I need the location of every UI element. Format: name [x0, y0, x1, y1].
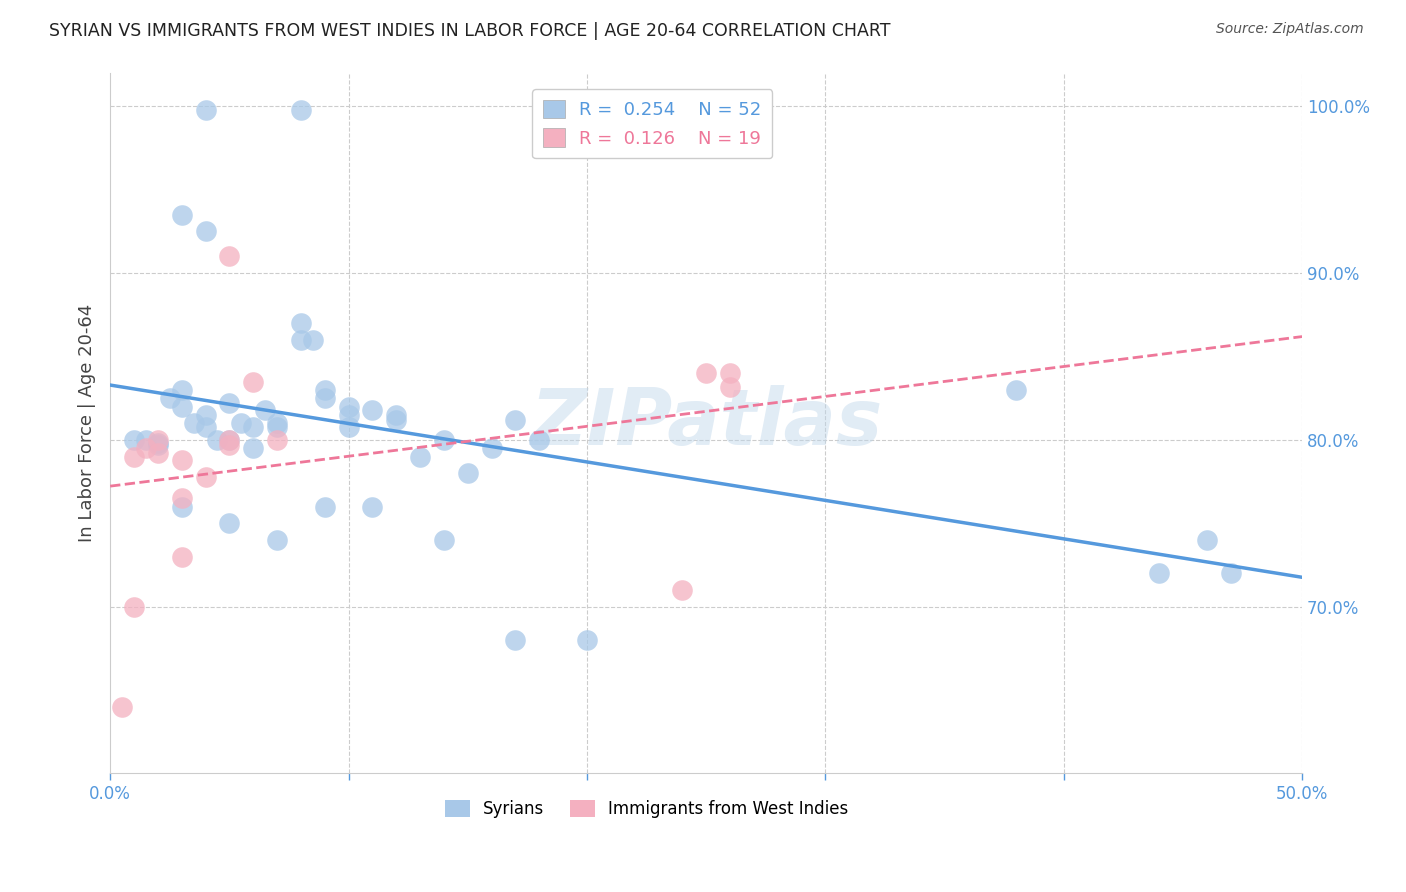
Point	[194, 103, 217, 117]
Point	[1219, 566, 1241, 581]
Point	[718, 379, 741, 393]
Point	[266, 533, 288, 547]
Point	[290, 103, 312, 117]
Point	[218, 433, 240, 447]
Point	[194, 224, 217, 238]
Point	[194, 469, 217, 483]
Point	[433, 533, 456, 547]
Point	[337, 408, 360, 422]
Point	[254, 402, 277, 417]
Point	[1147, 566, 1170, 581]
Point	[433, 433, 456, 447]
Point	[207, 433, 229, 447]
Point	[146, 438, 169, 452]
Point	[314, 391, 336, 405]
Point	[194, 419, 217, 434]
Point	[266, 433, 288, 447]
Point	[242, 419, 264, 434]
Point	[481, 441, 503, 455]
Point	[170, 491, 193, 506]
Point	[290, 333, 312, 347]
Point	[242, 375, 264, 389]
Point	[671, 582, 693, 597]
Point	[337, 400, 360, 414]
Text: ZIPatlas: ZIPatlas	[530, 385, 882, 461]
Point	[409, 450, 432, 464]
Point	[194, 408, 217, 422]
Text: Source: ZipAtlas.com: Source: ZipAtlas.com	[1216, 22, 1364, 37]
Point	[505, 413, 527, 427]
Point	[218, 438, 240, 452]
Point	[361, 500, 384, 514]
Point	[111, 699, 134, 714]
Point	[314, 500, 336, 514]
Point	[1195, 533, 1218, 547]
Legend: Syrians, Immigrants from West Indies: Syrians, Immigrants from West Indies	[439, 793, 855, 824]
Text: SYRIAN VS IMMIGRANTS FROM WEST INDIES IN LABOR FORCE | AGE 20-64 CORRELATION CHA: SYRIAN VS IMMIGRANTS FROM WEST INDIES IN…	[49, 22, 891, 40]
Point	[457, 467, 479, 481]
Point	[231, 416, 253, 430]
Point	[218, 396, 240, 410]
Point	[170, 400, 193, 414]
Point	[337, 419, 360, 434]
Point	[218, 433, 240, 447]
Point	[242, 441, 264, 455]
Point	[266, 419, 288, 434]
Point	[135, 441, 157, 455]
Point	[385, 408, 408, 422]
Point	[1005, 383, 1028, 397]
Point	[290, 316, 312, 330]
Point	[505, 633, 527, 648]
Point	[122, 599, 145, 614]
Point	[122, 450, 145, 464]
Point	[170, 549, 193, 564]
Point	[146, 436, 169, 450]
Point	[170, 453, 193, 467]
Point	[266, 416, 288, 430]
Point	[301, 333, 323, 347]
Point	[170, 208, 193, 222]
Y-axis label: In Labor Force | Age 20-64: In Labor Force | Age 20-64	[79, 304, 96, 542]
Point	[529, 433, 551, 447]
Point	[183, 416, 205, 430]
Point	[361, 402, 384, 417]
Point	[218, 516, 240, 531]
Point	[146, 446, 169, 460]
Point	[146, 433, 169, 447]
Point	[718, 366, 741, 380]
Point	[695, 366, 717, 380]
Point	[170, 500, 193, 514]
Point	[314, 383, 336, 397]
Point	[575, 633, 598, 648]
Point	[218, 249, 240, 263]
Point	[170, 383, 193, 397]
Point	[122, 433, 145, 447]
Point	[159, 391, 181, 405]
Point	[135, 433, 157, 447]
Point	[385, 413, 408, 427]
